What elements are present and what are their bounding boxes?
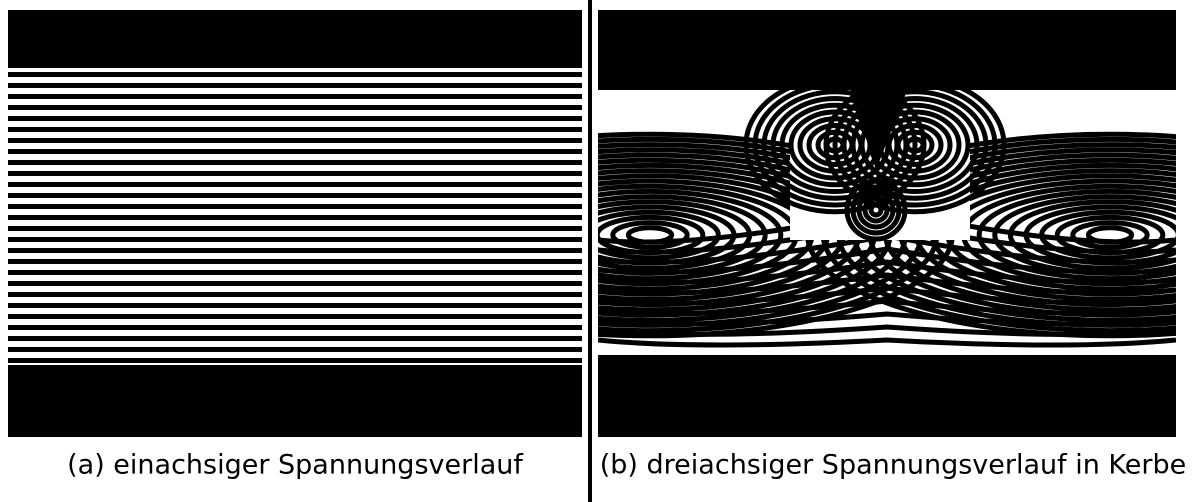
panel-a-image: [8, 10, 582, 437]
fringe: [8, 72, 582, 77]
fringe: [8, 83, 582, 88]
fringe: [8, 226, 582, 231]
divider: [588, 0, 592, 502]
fringe: [8, 171, 582, 176]
fringe: [8, 336, 582, 341]
fringe: [8, 259, 582, 264]
fringe: [8, 127, 582, 132]
fringe: [8, 347, 582, 352]
fringe: [8, 325, 582, 330]
fringe: [8, 270, 582, 275]
fringe: [8, 215, 582, 220]
fringe: [8, 358, 582, 363]
caption: (a) einachsiger Spannungsverlauf: [67, 450, 524, 481]
fringe: [8, 281, 582, 286]
fringe: [8, 149, 582, 154]
fringe: [8, 204, 582, 209]
fringe: [8, 105, 582, 110]
fringe: [8, 138, 582, 143]
figure: (a) einachsiger Spannungsverlauf (b) dre…: [0, 0, 1200, 502]
fringe: [8, 116, 582, 121]
fringe: [8, 237, 582, 242]
fringe: [8, 182, 582, 187]
fringe: [8, 193, 582, 198]
fringe: [8, 160, 582, 165]
fringe: [8, 94, 582, 99]
caption: (b) dreiachsiger Spannungsverlauf in Ker…: [600, 450, 1187, 481]
fringe: [8, 248, 582, 253]
fringe: [8, 314, 582, 319]
fringe: [8, 292, 582, 297]
fringe: [8, 303, 582, 308]
